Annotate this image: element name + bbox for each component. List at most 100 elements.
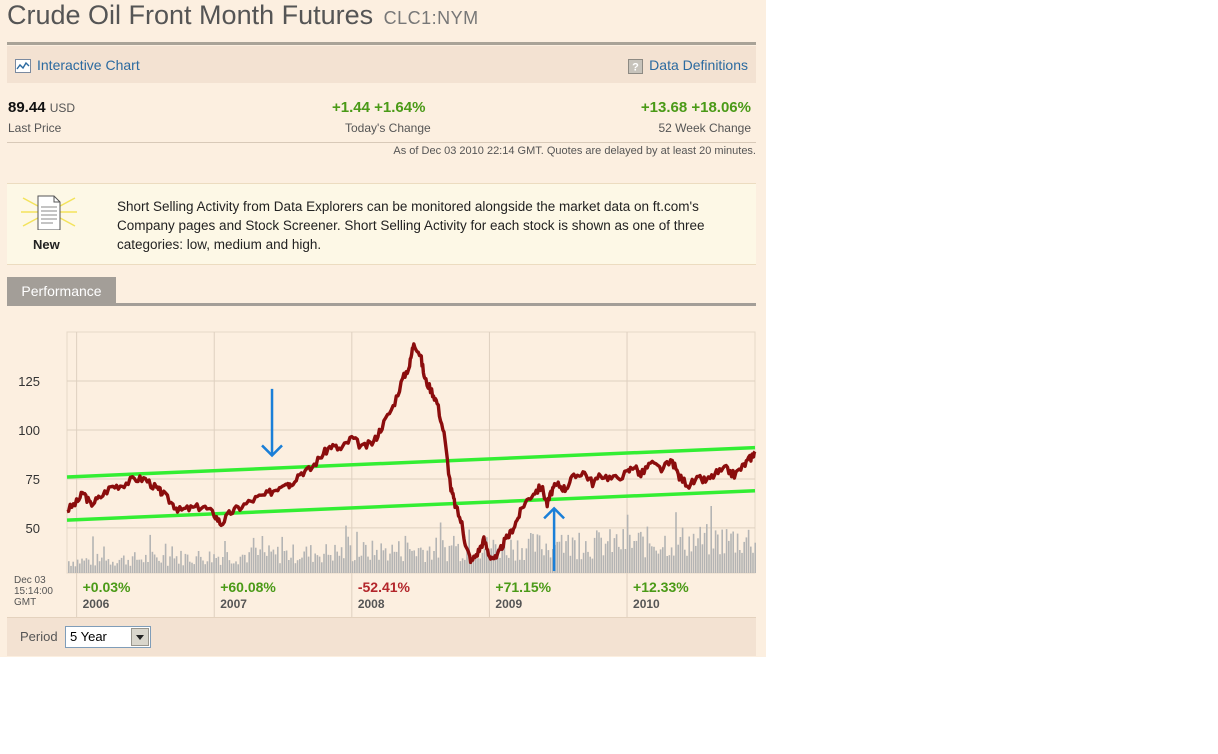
volume-bar bbox=[620, 549, 622, 573]
volume-bar bbox=[387, 560, 389, 573]
volume-bar bbox=[398, 541, 400, 573]
volume-bar bbox=[131, 556, 134, 573]
page-title: Crude Oil Front Month Futures bbox=[7, 0, 374, 30]
period-bar: Period 5 Year bbox=[7, 617, 756, 656]
volume-bar bbox=[68, 561, 70, 573]
volume-bar bbox=[477, 558, 479, 573]
volume-bar bbox=[472, 559, 475, 573]
volume-bar bbox=[145, 554, 147, 573]
volume-bar bbox=[728, 540, 730, 573]
year-label: 2009 bbox=[495, 597, 522, 611]
volume-bar bbox=[391, 544, 393, 573]
volume-bar bbox=[393, 551, 396, 573]
volume-bar bbox=[635, 540, 638, 573]
volume-bar bbox=[180, 550, 182, 573]
volume-bar bbox=[332, 560, 334, 573]
header-rule bbox=[7, 42, 756, 45]
volume-bars bbox=[68, 506, 756, 573]
volume-bar bbox=[640, 531, 642, 573]
volume-bar bbox=[151, 551, 154, 573]
y-tick-label: 100 bbox=[18, 423, 40, 438]
volume-bar bbox=[565, 541, 567, 573]
chart-grid bbox=[66, 331, 756, 617]
volume-bar bbox=[351, 561, 354, 573]
volume-bar bbox=[503, 539, 506, 573]
volume-bar bbox=[400, 556, 402, 573]
volume-bar bbox=[261, 536, 264, 573]
year-label: 2008 bbox=[358, 597, 385, 611]
volume-bar bbox=[426, 550, 429, 573]
volume-bar bbox=[750, 546, 752, 573]
volume-bar bbox=[338, 555, 341, 573]
volume-bar bbox=[510, 539, 512, 573]
volume-bar bbox=[596, 530, 598, 573]
volume-bar bbox=[96, 553, 99, 573]
volume-bar bbox=[466, 548, 468, 573]
x-start-label: 15:14:00 bbox=[14, 586, 53, 597]
chevron-down-icon[interactable] bbox=[131, 628, 149, 646]
volume-bar bbox=[525, 548, 528, 573]
volume-bar bbox=[314, 553, 316, 573]
volume-bar bbox=[642, 536, 644, 573]
volume-bar bbox=[329, 555, 332, 573]
volume-bar bbox=[593, 537, 596, 573]
volume-bar bbox=[723, 553, 726, 573]
volume-bar bbox=[279, 563, 281, 573]
volume-bar bbox=[725, 529, 728, 573]
volume-bar bbox=[741, 552, 743, 573]
volume-bar bbox=[519, 559, 521, 573]
quote-panel: Crude Oil Front Month Futures CLC1:NYM I… bbox=[0, 0, 766, 657]
volume-bar bbox=[299, 559, 301, 573]
volume-bar bbox=[156, 557, 158, 573]
volume-bar bbox=[87, 559, 90, 573]
volume-bar bbox=[479, 558, 481, 573]
volume-bar bbox=[655, 550, 657, 573]
volume-bar bbox=[461, 558, 464, 573]
volume-bar bbox=[745, 537, 748, 573]
year-change-label: -52.41% bbox=[358, 579, 411, 595]
volume-bar bbox=[252, 537, 255, 573]
volume-bar bbox=[107, 559, 110, 573]
tab-rule bbox=[7, 303, 756, 306]
volume-bar bbox=[424, 562, 426, 573]
data-definitions-link[interactable]: ? Data Definitions bbox=[628, 57, 748, 74]
volume-bar bbox=[622, 529, 624, 573]
volume-bar bbox=[697, 538, 699, 573]
period-select[interactable]: 5 Year bbox=[65, 626, 151, 648]
volume-bar bbox=[92, 536, 94, 573]
volume-bar bbox=[272, 549, 275, 573]
volume-bar bbox=[413, 550, 415, 573]
interactive-chart-link[interactable]: Interactive Chart bbox=[15, 57, 140, 74]
volume-bar bbox=[206, 561, 209, 573]
volume-bar bbox=[195, 556, 198, 573]
volume-bar bbox=[345, 525, 347, 573]
tab-performance[interactable]: Performance bbox=[7, 277, 116, 305]
chart-toolbar: Interactive Chart ? Data Definitions bbox=[7, 46, 756, 83]
volume-bar bbox=[543, 555, 545, 573]
volume-bar bbox=[552, 549, 554, 573]
volume-bar bbox=[81, 558, 83, 573]
volume-bar bbox=[290, 557, 292, 573]
volume-bar bbox=[591, 558, 594, 573]
volume-bar bbox=[651, 546, 653, 573]
volume-bar bbox=[673, 555, 675, 573]
volume-bar bbox=[292, 544, 294, 573]
volume-bar bbox=[277, 546, 279, 573]
volume-bar bbox=[714, 530, 717, 573]
news-banner: New Short Selling Activity from Data Exp… bbox=[7, 183, 756, 265]
volume-bar bbox=[576, 559, 578, 573]
volume-bar bbox=[450, 545, 453, 573]
volume-bar bbox=[204, 564, 206, 573]
volume-bar bbox=[360, 555, 363, 573]
volume-bar bbox=[666, 556, 668, 573]
volume-bar bbox=[259, 549, 261, 573]
volume-bar bbox=[536, 534, 539, 573]
volume-bar bbox=[547, 550, 550, 573]
year-label: 2007 bbox=[220, 597, 247, 611]
volume-bar bbox=[607, 541, 609, 573]
news-text: Short Selling Activity from Data Explore… bbox=[117, 199, 705, 252]
volume-bar bbox=[389, 553, 391, 573]
volume-bar bbox=[618, 546, 620, 573]
volume-bar bbox=[248, 552, 250, 573]
